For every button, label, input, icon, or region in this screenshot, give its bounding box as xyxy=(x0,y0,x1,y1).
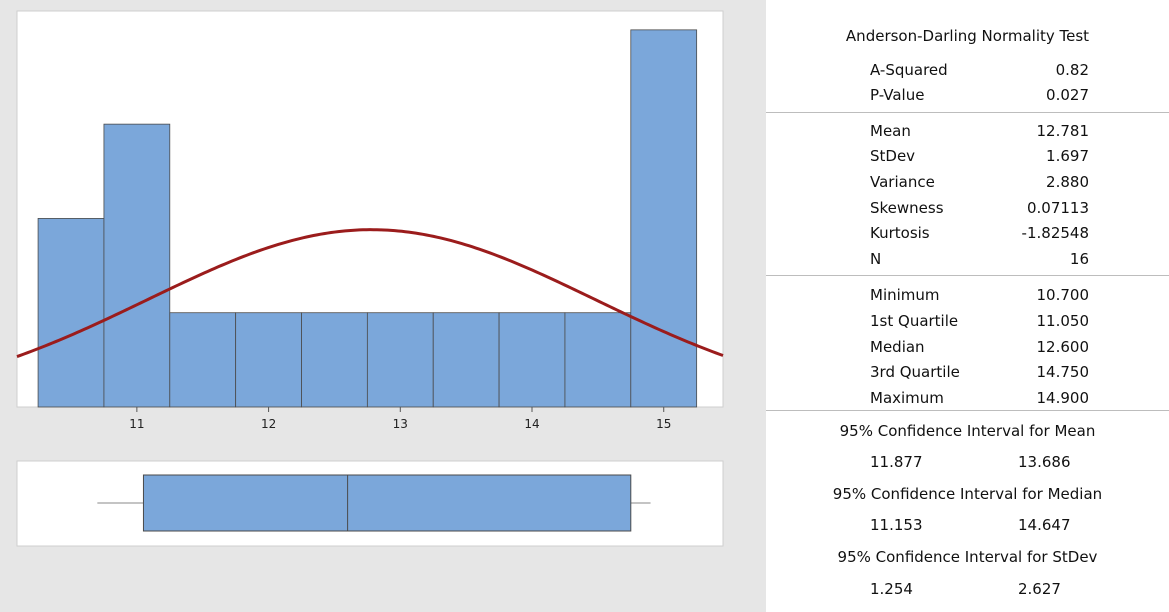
divider xyxy=(766,275,1169,276)
n-label: N xyxy=(870,250,882,268)
histogram-bar xyxy=(498,312,566,408)
histogram-bars xyxy=(37,29,698,408)
maximum-label: Maximum xyxy=(870,389,944,407)
histogram-bar xyxy=(432,312,500,408)
ci-mean-title: 95% Confidence Interval for Mean xyxy=(839,422,1096,440)
minimum-label: Minimum xyxy=(870,286,940,304)
stdev-label: StDev xyxy=(870,147,916,165)
q1-label: 1st Quartile xyxy=(870,312,959,330)
q1-value: 11.050 xyxy=(1036,312,1090,330)
x-tick-label: 14 xyxy=(524,417,539,431)
mean-value: 12.781 xyxy=(1036,122,1090,140)
x-tick-label: 11 xyxy=(129,417,144,431)
median-label: Median xyxy=(870,338,925,356)
histogram-bar xyxy=(301,312,368,408)
kurtosis-label: Kurtosis xyxy=(870,224,930,242)
variance-label: Variance xyxy=(870,173,935,191)
n-value: 16 xyxy=(1069,250,1089,268)
histogram-bar xyxy=(103,123,171,408)
variance-value: 2.880 xyxy=(1046,173,1089,191)
ci-median-high: 14.647 xyxy=(1018,516,1071,534)
histogram-bar xyxy=(630,29,698,408)
p-value-value: 0.027 xyxy=(1046,86,1089,104)
p-value-label: P-Value xyxy=(870,86,925,104)
maximum-value: 14.900 xyxy=(1036,389,1090,407)
divider xyxy=(766,410,1169,411)
histogram-bar xyxy=(235,312,302,408)
a-squared-label: A-Squared xyxy=(870,61,948,79)
x-axis: 11 12 13 14 15 xyxy=(129,407,671,431)
q3-label: 3rd Quartile xyxy=(870,363,960,381)
ci-stdev-title: 95% Confidence Interval for StDev xyxy=(837,548,1098,566)
histogram-bar xyxy=(564,312,632,408)
kurtosis-value: -1.82548 xyxy=(1021,224,1089,242)
boxplot-box xyxy=(142,474,632,532)
median-value: 12.600 xyxy=(1036,338,1090,356)
normal-fit-curve xyxy=(16,228,724,358)
q3-value: 14.750 xyxy=(1036,363,1090,381)
skewness-value: 0.07113 xyxy=(1026,199,1089,217)
ci-mean-low: 11.877 xyxy=(870,453,923,471)
normality-test-title: Anderson-Darling Normality Test xyxy=(845,27,1090,45)
a-squared-value: 0.82 xyxy=(1055,61,1089,79)
ci-median-title: 95% Confidence Interval for Median xyxy=(832,485,1103,503)
ci-mean-high: 13.686 xyxy=(1018,453,1071,471)
x-tick-label: 15 xyxy=(656,417,671,431)
mean-label: Mean xyxy=(870,122,911,140)
histogram-chart: 11 12 13 14 15 xyxy=(16,10,724,547)
stdev-value: 1.697 xyxy=(1046,147,1089,165)
boxplot xyxy=(97,474,651,532)
skewness-label: Skewness xyxy=(870,199,944,217)
histogram-bar xyxy=(169,312,237,408)
minimum-value: 10.700 xyxy=(1036,286,1090,304)
summary-stats-panel: Anderson-Darling Normality Test A-Square… xyxy=(766,0,1169,612)
x-tick-label: 12 xyxy=(261,417,276,431)
ci-stdev-low: 1.254 xyxy=(870,580,913,598)
divider xyxy=(766,112,1169,113)
x-tick-label: 13 xyxy=(393,417,408,431)
ci-stdev-high: 2.627 xyxy=(1018,580,1061,598)
histogram-bar xyxy=(366,312,434,408)
ci-median-low: 11.153 xyxy=(870,516,923,534)
histogram-bar xyxy=(37,218,105,408)
